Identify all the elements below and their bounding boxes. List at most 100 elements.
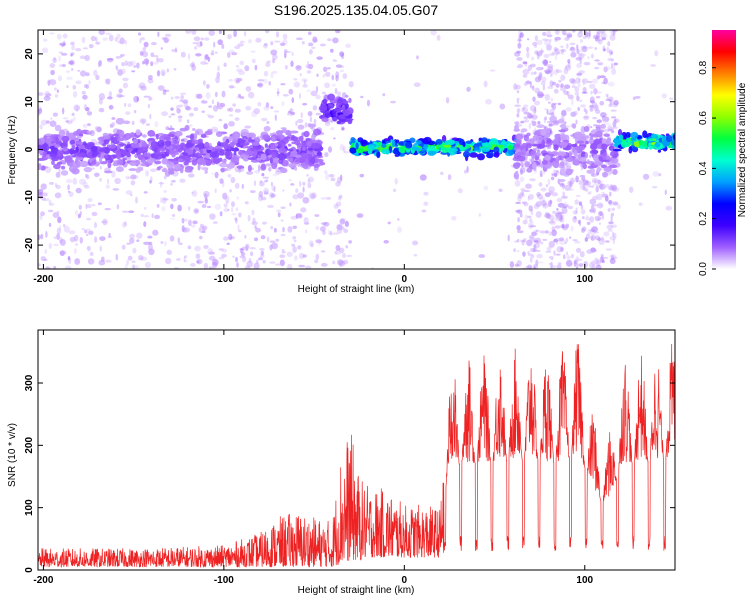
heatmap-cell-292 xyxy=(174,96,180,99)
heatmap-cell-1745 xyxy=(324,152,329,158)
heatmap-cell-2482 xyxy=(536,192,541,197)
heatmap-cell-578 xyxy=(182,227,188,233)
heatmap-cell-745 xyxy=(160,197,164,204)
heatmap-cell-2885 xyxy=(589,154,592,159)
heatmap-cell-2513 xyxy=(585,109,588,115)
heatmap-cell-3175 xyxy=(612,168,618,176)
heatmap-cell-802 xyxy=(290,183,295,186)
heatmap-cell-511 xyxy=(282,189,285,192)
heatmap-cell-1546 xyxy=(178,147,183,153)
heatmap-cell-2377 xyxy=(580,227,586,234)
heatmap-cell-3015 xyxy=(534,106,537,113)
heatmap-cell-805 xyxy=(264,42,268,47)
heatmap-cell-1391 xyxy=(168,170,175,175)
heatmap-cell-3380 xyxy=(516,151,525,156)
heatmap-cell-1503 xyxy=(288,163,297,168)
heatmap-cell-2943 xyxy=(551,218,554,223)
heatmap-cell-2577 xyxy=(609,235,617,241)
heatmap-cell-932 xyxy=(171,48,178,53)
heatmap-cell-1785 xyxy=(328,173,335,178)
heatmap-cell-111 xyxy=(288,178,292,182)
heatmap-cell-2796 xyxy=(589,108,594,112)
heatmap-cell-542 xyxy=(55,184,61,190)
heatmap-cell-2840 xyxy=(593,124,598,127)
heatmap-cell-3298 xyxy=(573,149,578,158)
heatmap-cell-3520 xyxy=(612,148,622,152)
heatmap-cell-2274 xyxy=(383,138,390,142)
heatmap-cell-432 xyxy=(72,116,77,122)
heatmap-cell-330 xyxy=(272,58,276,64)
heatmap-cell-3050 xyxy=(601,259,605,264)
heatmap-cell-532 xyxy=(206,56,211,62)
heatmap-cell-670 xyxy=(149,168,157,173)
heatmap-cell-857 xyxy=(270,106,274,110)
heatmap-y-axis-label: Frequency (Hz) xyxy=(7,116,18,185)
heatmap-cell-536 xyxy=(143,58,150,65)
heatmap-cell-443 xyxy=(239,255,245,259)
heatmap-cell-2729 xyxy=(537,261,544,264)
heatmap-cell-286 xyxy=(228,78,234,82)
heatmap-cell-709 xyxy=(235,207,239,212)
heatmap-cell-702 xyxy=(298,93,301,99)
heatmap-cell-1754 xyxy=(330,177,336,182)
heatmap-cell-2655 xyxy=(612,64,616,71)
heatmap-cell-640 xyxy=(178,242,183,245)
heatmap-cell-491 xyxy=(231,201,235,208)
heatmap-cell-1719 xyxy=(226,163,235,169)
heatmap-cell-502 xyxy=(195,93,200,99)
heatmap-cell-627 xyxy=(235,64,240,68)
snr-xtick-label-3: 100 xyxy=(576,575,593,586)
heatmap-cell-3048 xyxy=(578,77,581,84)
heatmap-cell-3515 xyxy=(618,134,624,141)
heatmap-cell-626 xyxy=(139,118,147,124)
heatmap-cell-2564 xyxy=(519,167,526,174)
heatmap-cell-1782 xyxy=(339,247,345,254)
heatmap-cell-1463 xyxy=(315,158,324,163)
heatmap-cell-676 xyxy=(143,95,149,98)
heatmap-cell-3200 xyxy=(582,163,587,170)
heatmap-cell-2900 xyxy=(604,66,612,71)
heatmap-cell-1922 xyxy=(348,81,354,88)
heatmap-cell-317 xyxy=(67,184,70,191)
heatmap-cell-3067 xyxy=(516,97,521,100)
heatmap-cell-2741 xyxy=(601,112,605,115)
heatmap-cell-1917 xyxy=(447,174,452,181)
heatmap-cell-2318 xyxy=(581,216,585,220)
heatmap-cell-260 xyxy=(201,204,207,208)
heatmap-cell-23 xyxy=(127,103,132,108)
heatmap-cell-1788 xyxy=(330,119,333,123)
heatmap-cell-329 xyxy=(259,181,265,187)
heatmap-cell-2424 xyxy=(544,108,547,111)
heatmap-cell-132 xyxy=(230,206,234,213)
heatmap-cell-372 xyxy=(295,188,299,193)
heatmap-cell-892 xyxy=(162,196,167,204)
heatmap-cell-27 xyxy=(69,236,76,243)
heatmap-cell-1940 xyxy=(507,234,510,242)
heatmap-cell-1284 xyxy=(129,132,136,138)
heatmap-cell-2809 xyxy=(596,31,600,35)
heatmap-cell-571 xyxy=(264,30,270,34)
heatmap-cell-882 xyxy=(263,180,268,183)
heatmap-cell-382 xyxy=(253,237,259,242)
heatmap-cell-3036 xyxy=(542,38,549,41)
heatmap-cell-510 xyxy=(168,115,172,118)
heatmap-cell-2262 xyxy=(481,142,490,147)
heatmap-cell-927 xyxy=(50,117,53,120)
heatmap-cell-3077 xyxy=(578,180,582,185)
heatmap-cell-2833 xyxy=(533,245,537,248)
heatmap-cell-2586 xyxy=(523,238,527,243)
heatmap-cell-456 xyxy=(69,59,75,66)
heatmap-cell-721 xyxy=(150,41,157,46)
heatmap-cell-3484 xyxy=(641,140,649,148)
heatmap-cell-3394 xyxy=(661,93,667,99)
heatmap-cell-403 xyxy=(55,171,61,178)
heatmap-cell-479 xyxy=(143,241,150,245)
heatmap-cell-104 xyxy=(73,104,81,112)
heatmap-cell-878 xyxy=(136,96,139,102)
heatmap-cell-1716 xyxy=(224,151,231,157)
heatmap-cell-2520 xyxy=(554,36,562,41)
heatmap-cell-1561 xyxy=(271,162,278,170)
heatmap-cell-902 xyxy=(70,118,74,123)
heatmap-cell-2915 xyxy=(588,30,591,37)
